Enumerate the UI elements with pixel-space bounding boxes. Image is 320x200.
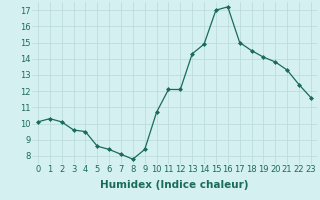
X-axis label: Humidex (Indice chaleur): Humidex (Indice chaleur) (100, 180, 249, 190)
